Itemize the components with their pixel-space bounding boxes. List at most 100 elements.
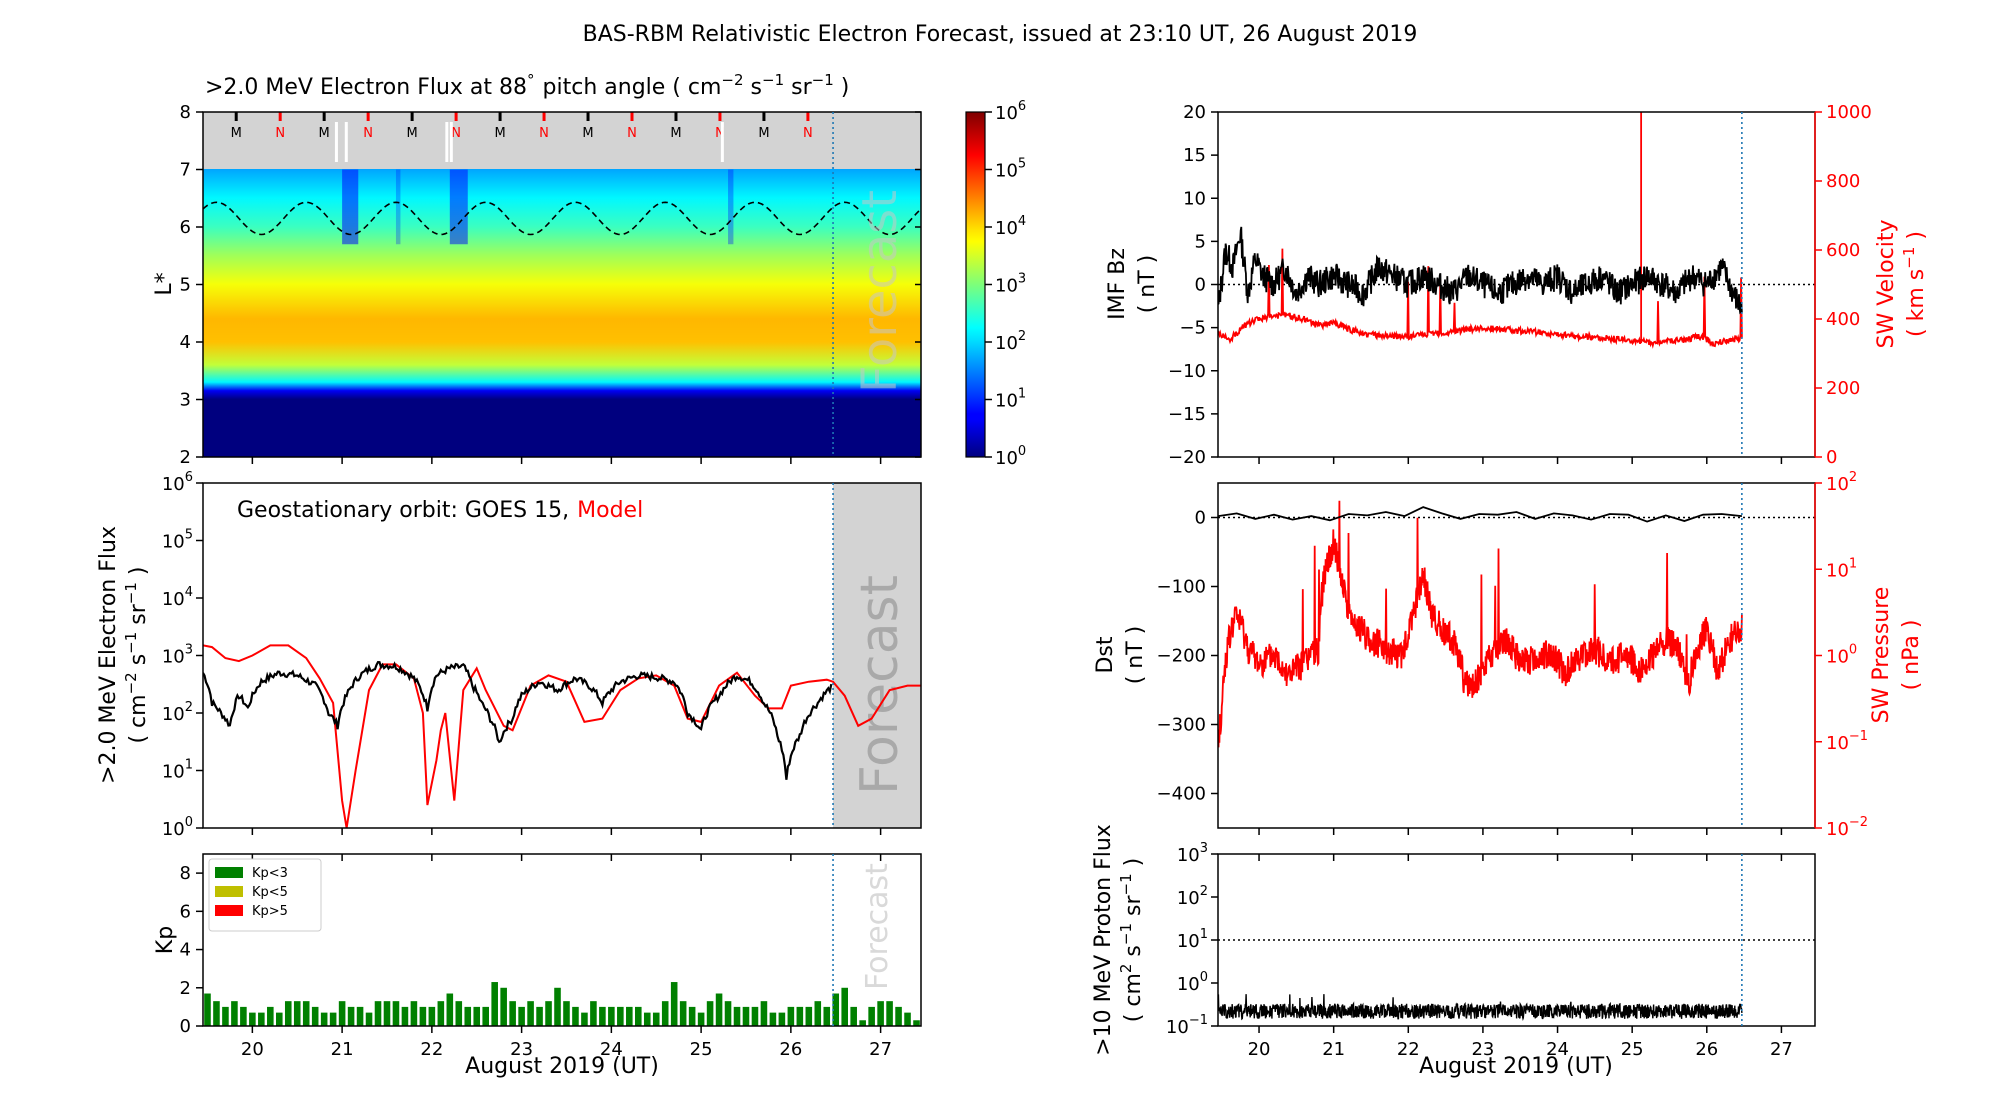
kp-bar bbox=[635, 1006, 642, 1026]
x-tick-label: 24 bbox=[600, 1039, 623, 1060]
kp-bar bbox=[1084, 1007, 1091, 1026]
geo-y-label: >2.0 MeV Electron Flux bbox=[96, 526, 121, 784]
x-tick-label: 20 bbox=[1248, 1039, 1271, 1060]
kp-bar bbox=[715, 993, 723, 1026]
kp-bar bbox=[401, 1006, 409, 1026]
kp-bar bbox=[437, 1001, 445, 1026]
heatmap-forecast-label: Forecast bbox=[852, 190, 908, 393]
kp-bar bbox=[240, 1006, 247, 1026]
imf-y2-label-units: ( km s−1 ) bbox=[1900, 231, 1929, 337]
kp-bar bbox=[1012, 1013, 1019, 1026]
kp-legend-swatch-yellow bbox=[215, 886, 243, 897]
kp-bar bbox=[473, 1006, 481, 1026]
dst-x-ticks bbox=[1258, 828, 1783, 835]
kp-bar bbox=[1030, 994, 1037, 1026]
kp-bar bbox=[985, 1001, 992, 1026]
heatmap-x-ticks bbox=[251, 457, 882, 464]
geo-flux-panel: Forecast Geostationary orbit: GOES 15, Mo… bbox=[96, 470, 922, 840]
kp-bar bbox=[249, 1012, 256, 1026]
y-tick-label: 6 bbox=[180, 901, 191, 922]
imf-y2-label: SW Velocity bbox=[1874, 219, 1899, 348]
kp-bar bbox=[213, 1001, 220, 1026]
y-tick-label: 2 bbox=[180, 447, 191, 468]
heatmap-dashed-line bbox=[203, 201, 921, 236]
dst-y-ticks: −400 −300 −200 −100 0 bbox=[1157, 508, 1218, 805]
y-tick-label: −5 bbox=[1179, 318, 1206, 339]
colorbar-tick-label: 104 bbox=[995, 214, 1026, 239]
kp-bar bbox=[545, 1001, 552, 1026]
y-tick-label: 6 bbox=[180, 217, 191, 238]
kp-bar bbox=[850, 1006, 857, 1026]
kp-bar bbox=[617, 1006, 624, 1026]
kp-bar bbox=[940, 1007, 947, 1026]
y-tick-label: 100 bbox=[162, 815, 193, 840]
y-tick-label: 106 bbox=[162, 470, 193, 495]
orbit-marker-label: N bbox=[539, 126, 549, 141]
y-tick-label: 104 bbox=[162, 585, 193, 610]
kp-bar bbox=[356, 1006, 364, 1026]
kp-bar bbox=[383, 1001, 391, 1026]
kp-bars bbox=[204, 982, 1216, 1026]
kp-bar bbox=[949, 1007, 956, 1026]
x-tick-label: 25 bbox=[690, 1039, 713, 1060]
kp-bar bbox=[276, 1012, 283, 1026]
kp-bar bbox=[787, 1006, 795, 1026]
kp-bar bbox=[1209, 994, 1216, 1026]
kp-bar bbox=[688, 1006, 696, 1026]
geo-y-label-units: ( cm−2 s−1 sr−1 ) bbox=[122, 566, 151, 743]
kp-bar bbox=[1075, 1007, 1082, 1026]
heatmap-gray-band bbox=[203, 112, 921, 169]
sw-velocity-line bbox=[1218, 248, 1743, 349]
kp-bar bbox=[877, 1001, 884, 1026]
y-tick-label: 3 bbox=[180, 390, 191, 411]
y2-tick-label: 10−2 bbox=[1826, 815, 1868, 840]
kp-bar bbox=[284, 1001, 292, 1026]
y-tick-label: 100 bbox=[1177, 970, 1208, 995]
x-tick-label: 24 bbox=[1546, 1039, 1569, 1060]
heatmap-dropout bbox=[728, 169, 734, 245]
y-tick-label: 0 bbox=[1195, 275, 1206, 296]
kp-frame bbox=[202, 853, 922, 1027]
kp-bar bbox=[1048, 1007, 1055, 1026]
kp-bar bbox=[661, 1001, 669, 1026]
kp-bar bbox=[329, 1012, 337, 1026]
kp-bar bbox=[554, 987, 561, 1026]
dst-line bbox=[1218, 506, 1742, 523]
kp-bar bbox=[823, 1006, 831, 1026]
heatmap-y-label: L* bbox=[152, 272, 177, 295]
y-tick-label: −20 bbox=[1168, 447, 1206, 468]
kp-bar bbox=[1021, 1001, 1028, 1026]
kp-bar bbox=[536, 1006, 543, 1026]
y-tick-label: −10 bbox=[1168, 361, 1206, 382]
x-tick-label: 26 bbox=[779, 1039, 802, 1060]
kp-bar bbox=[1147, 994, 1154, 1026]
heatmap-panel: >2.0 MeV Electron Flux at 88° pitch angle… bbox=[152, 71, 922, 468]
kp-bar bbox=[608, 1006, 615, 1026]
geo-forecast-region bbox=[833, 483, 921, 828]
y-tick-label: 8 bbox=[180, 863, 191, 884]
kp-bar bbox=[446, 993, 454, 1026]
y-tick-label: 0 bbox=[180, 1016, 191, 1037]
x-tick-label: 22 bbox=[420, 1039, 443, 1060]
orbit-marker-label: N bbox=[803, 126, 813, 141]
proton-y-label: >10 MeV Proton Flux bbox=[1091, 824, 1116, 1056]
imf-y-label-units: ( nT ) bbox=[1135, 255, 1160, 314]
colorbar-tick-label: 105 bbox=[995, 157, 1026, 182]
orbit-data-gap bbox=[344, 122, 348, 162]
dst-y-label: Dst bbox=[1093, 636, 1118, 673]
kp-bar bbox=[931, 1001, 938, 1026]
x-tick-label: 22 bbox=[1397, 1039, 1420, 1060]
y-tick-label: 10−1 bbox=[1166, 1013, 1208, 1038]
heatmap-dropout bbox=[449, 169, 468, 245]
y-tick-label: 0 bbox=[1195, 508, 1206, 529]
y-tick-label: 4 bbox=[180, 940, 191, 961]
kp-bar bbox=[733, 1006, 741, 1026]
orbit-marker-label: M bbox=[758, 126, 769, 141]
kp-legend-swatch-green bbox=[215, 867, 243, 878]
geo-y-ticks: 100 101 102 103 104 105 106 bbox=[162, 470, 203, 840]
kp-legend-swatch-red bbox=[215, 905, 243, 916]
kp-forecast-label: Forecast bbox=[860, 863, 895, 990]
kp-bar bbox=[1066, 1001, 1073, 1026]
